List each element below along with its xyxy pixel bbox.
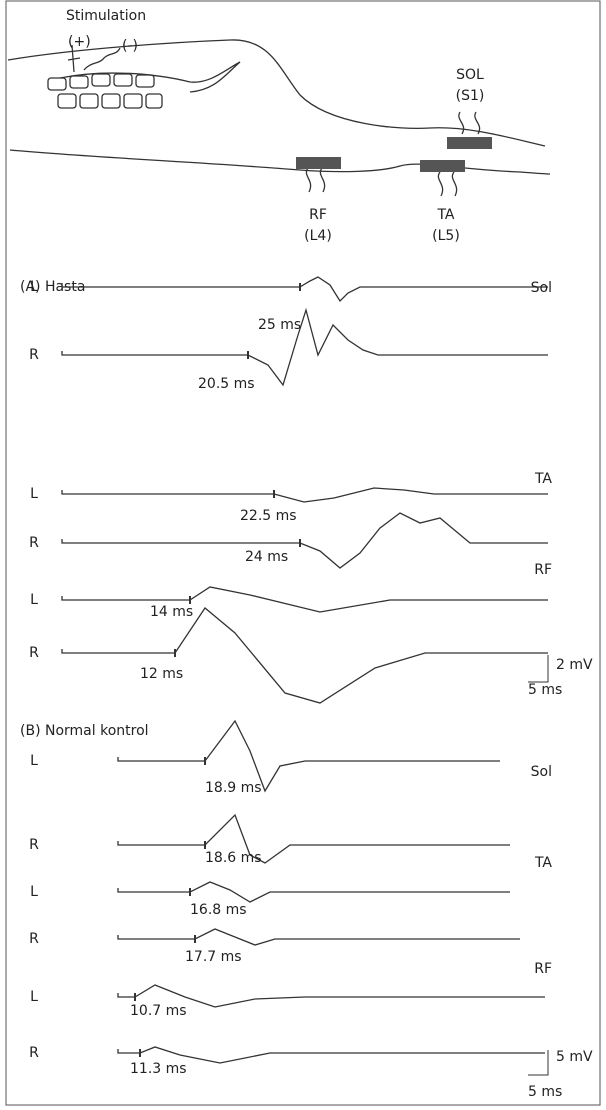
emg-trace xyxy=(117,928,520,946)
scale-amplitude: 2 mV xyxy=(556,657,593,673)
electrode xyxy=(447,137,492,149)
muscle-label: Sol xyxy=(531,764,552,780)
emg-trace xyxy=(61,607,548,704)
emg-trace xyxy=(117,813,510,864)
emg-trace xyxy=(117,881,510,903)
latency-label: 18.9 ms xyxy=(205,780,262,796)
side-label: L xyxy=(30,989,38,1005)
label: SOL xyxy=(456,67,484,83)
side-label: R xyxy=(29,347,39,363)
latency-label: 24 ms xyxy=(245,549,288,565)
muscle-label: RF xyxy=(534,562,552,578)
muscle-label: TA xyxy=(534,855,552,871)
emg-trace xyxy=(61,307,548,387)
label: (+) xyxy=(68,34,91,50)
label: (L5) xyxy=(432,228,460,244)
scale-bar xyxy=(528,1050,549,1076)
latency-label: 18.6 ms xyxy=(205,850,262,866)
latency-label: 12 ms xyxy=(140,666,183,682)
side-label: L xyxy=(30,279,38,295)
side-label: L xyxy=(30,753,38,769)
scale-amplitude: 5 mV xyxy=(556,1049,593,1065)
latency-label: 20.5 ms xyxy=(198,376,255,392)
side-label: L xyxy=(30,592,38,608)
latency-label: 10.7 ms xyxy=(130,1003,187,1019)
panel-title: (A) Hasta xyxy=(20,279,85,295)
emg-trace xyxy=(117,719,500,793)
panel-title: (B) Normal kontrol xyxy=(20,723,149,739)
scale-time: 5 ms xyxy=(528,682,562,698)
side-label: R xyxy=(29,645,39,661)
latency-label: 17.7 ms xyxy=(185,949,242,965)
label: RF xyxy=(309,207,327,223)
scale-time: 5 ms xyxy=(528,1084,562,1100)
label: (-) xyxy=(122,38,138,54)
side-label: L xyxy=(30,884,38,900)
muscle-label: TA xyxy=(534,471,552,487)
label: (L4) xyxy=(304,228,332,244)
frame xyxy=(5,0,601,1106)
label: Stimulation xyxy=(66,8,146,24)
electrode xyxy=(296,157,341,169)
muscle-label: Sol xyxy=(531,280,552,296)
emg-trace xyxy=(61,512,548,569)
scale-bar xyxy=(528,655,549,683)
emg-trace xyxy=(61,276,548,303)
latency-label: 25 ms xyxy=(258,317,301,333)
side-label: L xyxy=(30,486,38,502)
emg-trace xyxy=(61,487,548,503)
side-label: R xyxy=(29,931,39,947)
electrode xyxy=(420,160,465,172)
label: (S1) xyxy=(456,88,485,104)
latency-label: 14 ms xyxy=(150,604,193,620)
latency-label: 16.8 ms xyxy=(190,902,247,918)
emg-trace xyxy=(117,984,545,1008)
emg-trace xyxy=(61,586,548,613)
side-label: R xyxy=(29,837,39,853)
emg-trace xyxy=(117,1046,545,1064)
side-label: R xyxy=(29,535,39,551)
label: TA xyxy=(436,207,454,223)
side-label: R xyxy=(29,1045,39,1061)
anatomy-sketch xyxy=(7,39,551,197)
muscle-label: RF xyxy=(534,961,552,977)
latency-label: 22.5 ms xyxy=(240,508,297,524)
latency-label: 11.3 ms xyxy=(130,1061,187,1077)
